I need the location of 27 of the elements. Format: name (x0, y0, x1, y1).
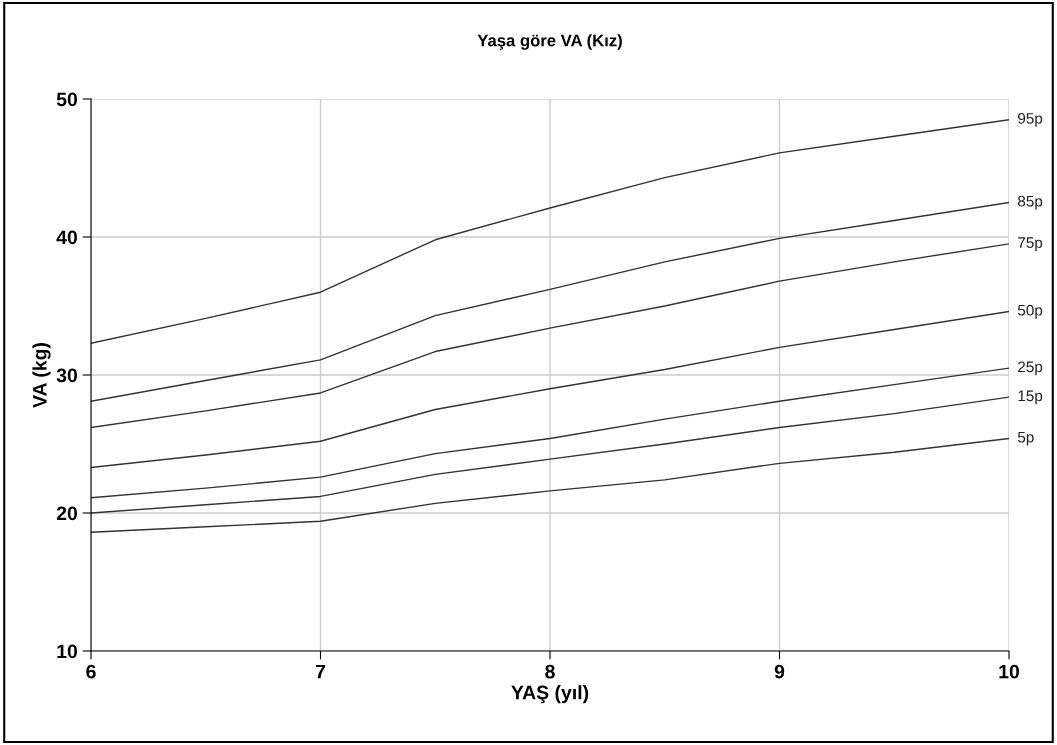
series-label: 25p (1018, 361, 1043, 376)
line-series (91, 310, 1009, 469)
y-tick-label: 40 (56, 230, 78, 245)
chart-title: Yaşa göre VA (Kız) (477, 34, 622, 50)
series-label: 75p (1018, 237, 1043, 252)
line-series (91, 396, 1009, 514)
x-tick-label: 9 (774, 664, 785, 679)
x-tick-label: 10 (999, 664, 1020, 679)
line-series (91, 201, 1009, 402)
series-label: 15p (1018, 390, 1043, 405)
x-tick-label: 7 (315, 664, 326, 679)
series-label: 5p (1017, 431, 1034, 446)
x-axis-title: YAŞ (yıl) (511, 685, 589, 704)
y-tick-label: 30 (56, 368, 78, 383)
x-tick-label: 6 (86, 664, 96, 679)
line-series (91, 367, 1009, 499)
line-series (91, 119, 1009, 344)
y-tick-label: 10 (57, 644, 78, 659)
y-tick-label: 50 (56, 92, 78, 107)
x-tick-label: 8 (545, 664, 555, 679)
series-label: 50p (1017, 304, 1043, 319)
line-series (91, 437, 1009, 534)
series-label: 85p (1018, 195, 1043, 210)
series-label: 95p (1018, 112, 1043, 127)
y-axis-title: VA (kg) (32, 343, 51, 408)
y-tick-label: 20 (56, 506, 78, 521)
line-series (91, 243, 1009, 429)
